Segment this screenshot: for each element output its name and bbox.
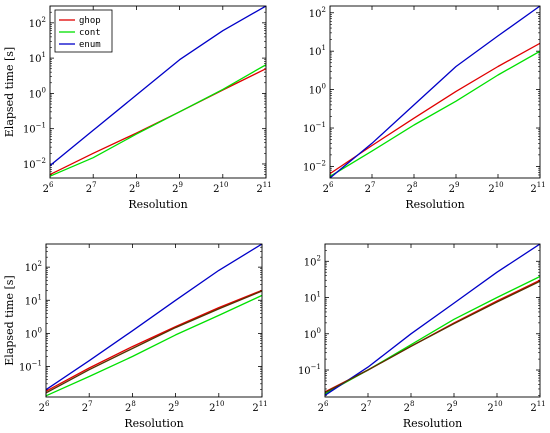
y-axis-title: Elapsed time [s] (3, 275, 16, 365)
y-tick-label: 10−1 (298, 363, 321, 377)
series-line (330, 42, 540, 175)
plot-frame (324, 243, 541, 398)
x-axis-title: Resolution (124, 417, 183, 429)
series-group (325, 244, 540, 396)
y-tick-label: 101 (309, 44, 326, 58)
series-line (330, 50, 540, 177)
plot-frame (329, 5, 541, 179)
x-tick-label: 29 (449, 181, 460, 195)
x-tick-label: 210 (213, 181, 228, 195)
x-tick-label: 210 (487, 400, 502, 414)
series-line-enum (50, 6, 266, 167)
x-tick-label: 211 (256, 181, 271, 195)
x-tick-label: 26 (43, 181, 54, 195)
x-tick-label: 27 (86, 181, 97, 195)
series-group (50, 6, 266, 177)
series-group (46, 244, 262, 397)
x-tick-label: 26 (39, 400, 50, 414)
chart-panel-2: 10−2 10−1 100 101 102 26 27 28 29 210 211 Resolutio… (303, 5, 546, 211)
y-tick-label: 101 (304, 291, 321, 305)
series-line (325, 244, 540, 396)
x-axis-title: Resolution (405, 198, 464, 211)
legend-box (54, 9, 113, 53)
series-line (46, 244, 262, 391)
legend-label: enum (79, 40, 101, 50)
series-line (325, 280, 540, 394)
y-tick-label: 102 (304, 254, 321, 268)
plot-frame (49, 5, 267, 179)
y-axis-title: Elapsed time [s] (3, 47, 16, 137)
y-tick-label: 100 (25, 326, 42, 340)
series-line-cont (50, 64, 266, 177)
x-tick-label: 211 (530, 400, 545, 414)
x-tick-label: 28 (129, 181, 140, 195)
chart-panel-1: 10−2 10−1 100 101 102 26 27 28 29 210 211 Resolutio… (3, 5, 272, 211)
x-tick-label: 28 (125, 400, 136, 414)
x-tick-label: 29 (168, 400, 179, 414)
legend-label: cont (79, 28, 101, 38)
x-tick-label: 28 (407, 181, 418, 195)
y-tick-label: 101 (25, 293, 42, 307)
y-tick-label: 101 (29, 51, 46, 65)
x-tick-label: 27 (361, 400, 372, 414)
plot-frame (45, 243, 263, 398)
series-line-ghop (50, 68, 266, 176)
series-line (46, 290, 262, 394)
series-line (330, 6, 540, 178)
series-line (46, 289, 262, 392)
y-tick-label: 100 (29, 86, 46, 100)
series-group (330, 6, 540, 178)
y-tick-label: 100 (304, 327, 321, 341)
series-line (46, 294, 262, 397)
x-axis-title: Resolution (403, 417, 462, 429)
legend-label: ghop (79, 16, 101, 26)
minor-ticks (330, 14, 540, 176)
x-axis-title: Resolution (128, 198, 187, 211)
x-tick-label: 28 (404, 400, 415, 414)
x-tick-label: 27 (82, 400, 93, 414)
x-tick-label: 27 (365, 181, 376, 195)
x-tick-label: 26 (318, 400, 329, 414)
x-tick-label: 211 (252, 400, 267, 414)
chart-panel-4: 10−1 100 101 102 26 27 28 29 210 211 Resolution (298, 243, 546, 430)
x-tick-label: 26 (323, 181, 334, 195)
x-tick-label: 29 (172, 181, 183, 195)
y-tick-label: 10−1 (303, 121, 326, 135)
x-tick-label: 29 (447, 400, 458, 414)
y-tick-label: 100 (309, 83, 326, 97)
y-tick-label: 10−1 (23, 122, 46, 136)
y-tick-label: 102 (25, 260, 42, 274)
x-tick-label: 210 (488, 181, 503, 195)
y-tick-label: 10−1 (19, 360, 42, 374)
x-tick-label: 211 (530, 181, 545, 195)
y-tick-label: 102 (29, 16, 46, 30)
legend: ghop cont enum (54, 9, 113, 53)
x-tick-label: 210 (209, 400, 224, 414)
y-tick-label: 10−2 (23, 157, 46, 171)
chart-panel-3: 10−1 100 101 102 26 27 28 29 210 211 Resolution Ela… (3, 243, 268, 430)
y-tick-label: 10−2 (303, 159, 326, 173)
y-tick-label: 102 (309, 6, 326, 20)
